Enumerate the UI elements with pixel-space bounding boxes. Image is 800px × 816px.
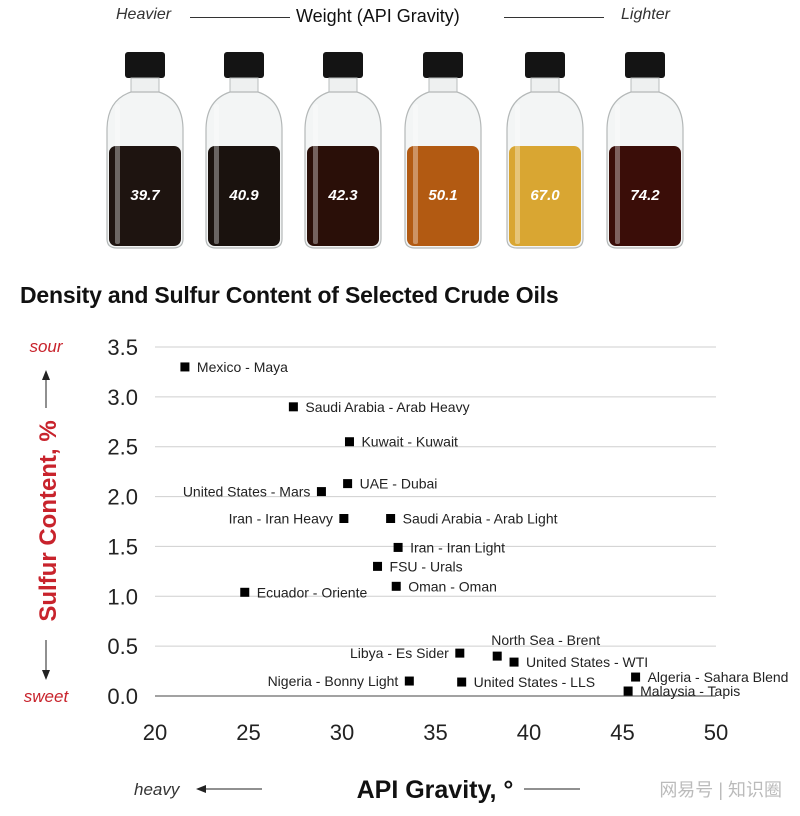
data-point (343, 479, 353, 489)
data-label: North Sea - Brent (491, 632, 600, 648)
bottle-cap (525, 52, 565, 78)
weight-header: Heavier Weight (API Gravity) Lighter (0, 0, 800, 34)
heavy-label: heavy (134, 780, 181, 799)
sweet-arrow-head (42, 670, 50, 680)
weight-title: Weight (API Gravity) (296, 6, 460, 26)
data-point (455, 648, 465, 658)
data-label: Saudi Arabia - Arab Light (403, 511, 558, 527)
data-label: Ecuador - Oriente (257, 584, 368, 600)
bottle-cap (625, 52, 665, 78)
bottle-highlight (615, 104, 620, 244)
bottle-cap (323, 52, 363, 78)
sour-arrow-head (42, 370, 50, 380)
x-tick-label: 50 (704, 720, 728, 745)
data-point (180, 362, 190, 372)
header-rule-left (190, 17, 290, 18)
data-label: Malaysia - Tapis (640, 683, 740, 699)
data-label: Oman - Oman (408, 578, 497, 594)
x-tick-label: 25 (236, 720, 260, 745)
bottle-cap (423, 52, 463, 78)
data-point (631, 672, 641, 682)
bottle-1: 39.7 (106, 52, 184, 249)
bottle-5: 67.0 (506, 52, 584, 249)
bottle-highlight (413, 104, 418, 244)
sweet-label: sweet (24, 687, 70, 706)
oil-bottles: 39.7 40.9 42.3 50.1 67.0 74.2 (106, 52, 684, 249)
data-label: Saudi Arabia - Arab Heavy (305, 399, 469, 415)
bottle-liquid (407, 146, 479, 246)
heavier-label: Heavier (116, 6, 172, 23)
x-tick-label: 30 (330, 720, 354, 745)
data-point (240, 587, 250, 597)
data-label: Iran - Iran Light (410, 539, 505, 555)
bottle-api-label: 39.7 (130, 187, 160, 204)
bottle-api-label: 50.1 (428, 187, 457, 204)
y-tick-label: 2.5 (107, 435, 138, 460)
data-point (316, 487, 326, 497)
y-tick-label: 3.5 (107, 335, 138, 360)
y-tick-label: 0.5 (107, 634, 138, 659)
data-point (344, 437, 354, 447)
data-point (391, 581, 401, 591)
x-tick-label: 45 (610, 720, 634, 745)
data-label: FSU - Urals (390, 558, 463, 574)
bottle-liquid (109, 146, 181, 246)
y-tick-label: 3.0 (107, 385, 138, 410)
bottle-6: 74.2 (606, 52, 684, 249)
data-label: United States - LLS (474, 674, 595, 690)
data-label: United States - Mars (183, 484, 311, 500)
bottle-api-label: 67.0 (530, 187, 560, 204)
bottle-highlight (214, 104, 219, 244)
bottle-highlight (313, 104, 318, 244)
watermark: 网易号 | 知识圈 (659, 780, 782, 800)
lighter-label: Lighter (621, 6, 670, 23)
data-point (623, 686, 633, 696)
heavy-arrow-head (196, 785, 206, 793)
y-axis-title: Sulfur Content, % (35, 420, 62, 621)
y-tick-label: 0.0 (107, 684, 138, 709)
bottle-4: 50.1 (404, 52, 482, 249)
data-point (457, 677, 467, 687)
x-axis-title: API Gravity, ° (357, 776, 514, 804)
bottle-liquid (307, 146, 379, 246)
data-label: United States - WTI (526, 654, 648, 670)
data-point (288, 402, 298, 412)
header-rule-right (504, 17, 604, 18)
bottle-api-label: 42.3 (327, 187, 358, 204)
bottle-highlight (515, 104, 520, 244)
bottle-cap (224, 52, 264, 78)
data-label: UAE - Dubai (360, 476, 438, 492)
data-point (386, 514, 396, 524)
y-tick-label: 1.0 (107, 584, 138, 609)
data-label: Nigeria - Bonny Light (268, 673, 399, 689)
chart-title: Density and Sulfur Content of Selected C… (20, 282, 559, 308)
data-label: Libya - Es Sider (350, 645, 449, 661)
data-label: Algeria - Sahara Blend (648, 669, 789, 685)
bottle-highlight (115, 104, 120, 244)
bottle-3: 42.3 (304, 52, 382, 249)
bottle-api-label: 74.2 (630, 187, 660, 204)
data-point (404, 676, 414, 686)
bottle-liquid (509, 146, 581, 246)
sour-label: sour (29, 337, 63, 356)
y-tick-label: 1.5 (107, 534, 138, 559)
data-point (492, 651, 502, 661)
data-label: Iran - Iran Heavy (229, 511, 333, 527)
x-tick-label: 35 (423, 720, 447, 745)
bottle-api-label: 40.9 (228, 187, 259, 204)
data-point (373, 561, 383, 571)
bottle-2: 40.9 (205, 52, 283, 249)
data-label: Mexico - Maya (197, 359, 288, 375)
x-tick-label: 20 (143, 720, 167, 745)
bottle-liquid (208, 146, 280, 246)
bottle-liquid (609, 146, 681, 246)
y-tick-label: 2.0 (107, 485, 138, 510)
bottle-cap (125, 52, 165, 78)
data-point (339, 514, 349, 524)
x-tick-label: 40 (517, 720, 541, 745)
data-label: Kuwait - Kuwait (361, 434, 458, 450)
data-point (509, 657, 519, 667)
data-point (393, 542, 403, 552)
